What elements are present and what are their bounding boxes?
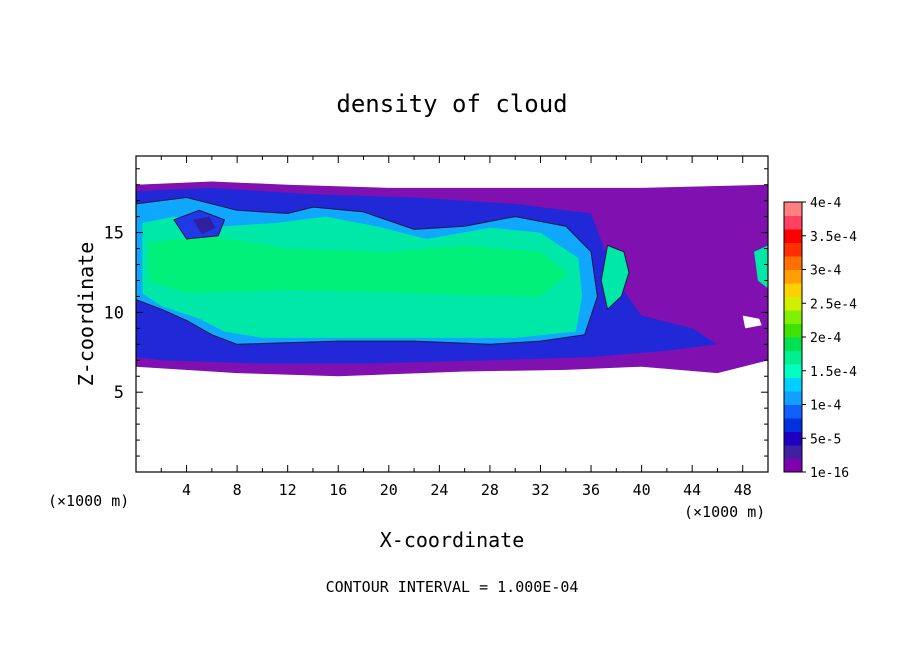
- x-tick-label: 20: [380, 481, 398, 499]
- x-tick-label: 4: [182, 481, 191, 499]
- colorbar: 4e-4 3.5e-4 3e-4 2.5e-4 2e-4 1.5e-4 1e-4 5e-5 1e…: [783, 196, 857, 481]
- colorbar-band: [784, 310, 802, 324]
- colorbar-label: 3.5e-4: [810, 230, 857, 245]
- contour-region-level-1-5e-4-right-column: [600, 244, 630, 311]
- y-axis-label: Z-coordinate: [74, 242, 98, 387]
- colorbar-label: 4e-4: [810, 196, 841, 211]
- x-tick-label: 16: [329, 481, 347, 499]
- colorbar-band: [784, 431, 802, 446]
- colorbar-label: 2e-4: [810, 331, 841, 346]
- x-axis-label: X-coordinate: [380, 528, 525, 552]
- colorbar-band: [784, 337, 802, 351]
- y-tick-label: 10: [104, 303, 124, 323]
- colorbar-label: 1e-4: [810, 399, 841, 414]
- contour-region-vortex-inner: [192, 216, 216, 235]
- colorbar-band: [784, 364, 802, 378]
- x-tick-label: 12: [279, 481, 297, 499]
- colorbar-band: [784, 215, 802, 230]
- colorbar-band: [784, 391, 802, 405]
- plot-frame: [135, 155, 769, 473]
- y-tick-label: 5: [114, 383, 124, 403]
- colorbar-band: [784, 323, 802, 338]
- colorbar-band: [784, 242, 802, 257]
- x-unit-left: (×1000 m): [48, 492, 129, 510]
- x-unit-right: (×1000 m): [684, 503, 765, 521]
- contour-interval-footer: CONTOUR INTERVAL = 1.000E-04: [326, 578, 579, 596]
- y-tick-label: 15: [104, 224, 124, 244]
- colorbar-band: [784, 202, 802, 216]
- x-tick-label: 36: [582, 481, 600, 499]
- x-tick-label: 8: [233, 481, 242, 499]
- x-tick-label: 48: [734, 481, 752, 499]
- x-tick-label: 40: [633, 481, 651, 499]
- colorbar-band: [784, 458, 802, 473]
- x-tick-label: 28: [481, 481, 499, 499]
- colorbar-label: 1e-16: [810, 466, 849, 481]
- colorbar-band: [784, 350, 802, 365]
- colorbar-band: [784, 377, 802, 392]
- x-tick-label: 24: [430, 481, 448, 499]
- colorbar-band: [784, 283, 802, 297]
- colorbar-label: 2.5e-4: [810, 297, 857, 312]
- contour-region-cloud-free-patch: [742, 315, 762, 329]
- colorbar-band: [784, 229, 802, 243]
- y-axis-ticks: 5 10 15: [104, 168, 768, 457]
- x-tick-label: 32: [531, 481, 549, 499]
- colorbar-band: [784, 404, 802, 419]
- contour-region-level-2e-4-core: [148, 235, 569, 297]
- colorbar-band: [784, 445, 802, 459]
- colorbar-band: [784, 269, 802, 284]
- chart-title: density of cloud: [336, 90, 567, 118]
- colorbar-band: [784, 296, 802, 311]
- plot-area: [136, 181, 768, 377]
- colorbar-label: 1.5e-4: [810, 365, 857, 380]
- x-axis-ticks: 4 8 12 16 20 24 28 32 36 40 44 48: [160, 156, 752, 499]
- colorbar-label: 3e-4: [810, 264, 841, 279]
- contour-region-level-1-5e-4-edge-patch: [754, 245, 768, 289]
- colorbar-band: [784, 256, 802, 270]
- colorbar-label: 5e-5: [810, 432, 841, 447]
- x-tick-label: 44: [683, 481, 701, 499]
- colorbar-band: [784, 418, 802, 432]
